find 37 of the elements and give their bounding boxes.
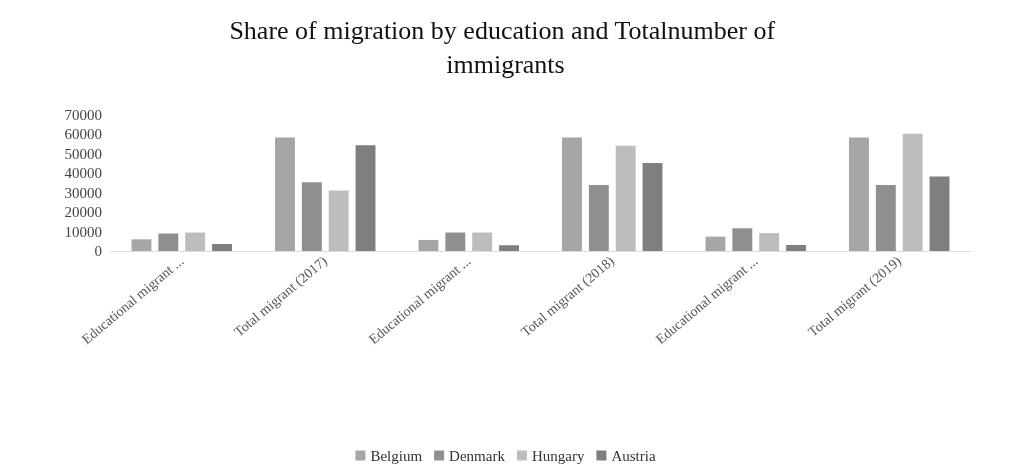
y-tick-label: 0 [94,243,102,259]
bar [732,228,753,251]
bar [588,184,609,251]
bar [562,137,582,251]
y-tick-label: 20000 [64,204,102,221]
bar [185,232,206,251]
legend-label: Belgium [370,447,423,464]
bar [445,232,466,251]
bar [418,239,439,251]
y-tick-label: 60000 [64,126,102,143]
bar [472,232,493,251]
bar [705,236,726,251]
bar [849,137,869,251]
bar [355,145,376,251]
bar [131,239,152,251]
bar [929,176,950,251]
chart-title: Share of migration by education and Totalnumber of immigrants [229,15,782,79]
y-tick-label: 50000 [64,145,102,162]
bar [275,137,295,251]
y-tick-label: 70000 [64,107,102,123]
legend-label: Denmark [449,447,506,464]
bar [158,233,179,251]
bar [875,184,896,251]
bar [615,145,636,251]
bar [328,190,349,251]
legend-label: Hungary [531,447,585,464]
bar [786,244,806,251]
bar [301,182,322,251]
bar [212,244,232,251]
bar [902,133,923,251]
y-tick-label: 40000 [64,165,102,182]
bar [759,233,780,251]
bar [499,245,519,251]
legend-label: Austria [611,447,656,464]
y-tick-label: 10000 [64,223,102,240]
bar [642,162,663,251]
y-tick-label: 30000 [64,184,102,201]
